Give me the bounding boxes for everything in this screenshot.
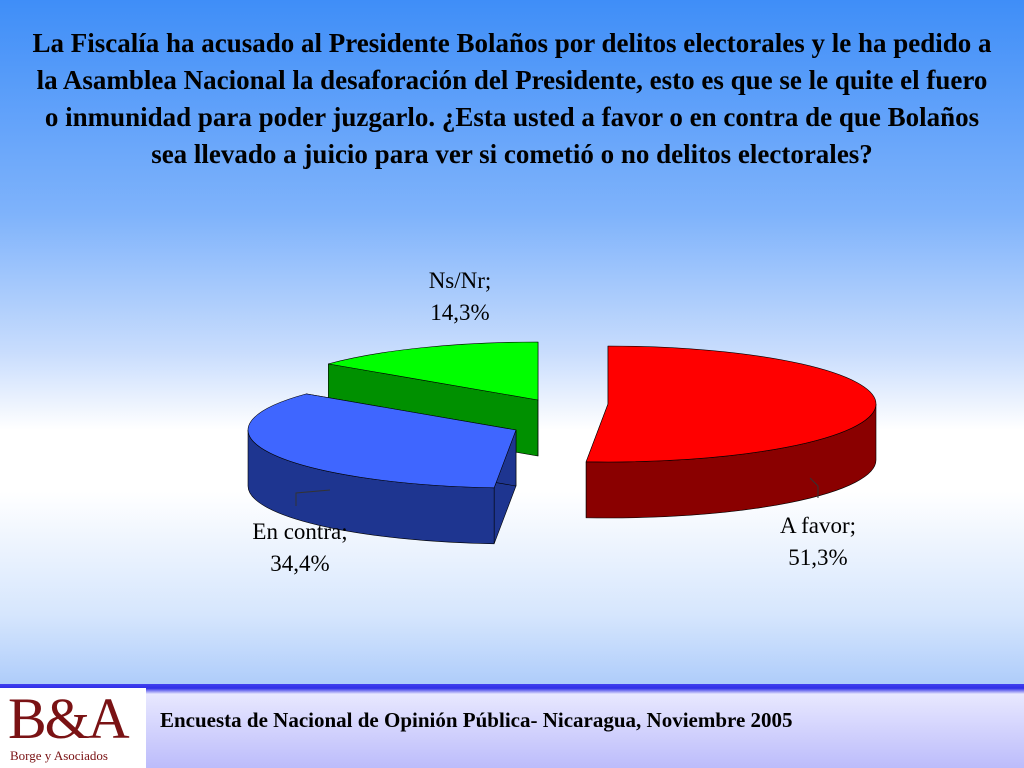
source-note: Encuesta de Nacional de Opinión Pública-… [160, 708, 793, 732]
slice-label-ns-nr: Ns/Nr; 14,3% [400, 265, 520, 329]
pie-slice-en-contra [247, 393, 517, 545]
leader-line-en-contra [295, 489, 331, 506]
pie-slice-a-favor [585, 345, 877, 519]
slice-label-a-favor-value: 51,3% [788, 545, 848, 570]
slice-label-a-favor-name: A favor; [779, 513, 856, 538]
slice-label-ns-nr-name: Ns/Nr; [428, 268, 492, 293]
slice-label-en-contra: En contra; 34,4% [220, 516, 380, 580]
logo-subtext: Borge y Asociados [10, 748, 108, 763]
slice-label-ns-nr-value: 14,3% [430, 300, 490, 325]
pie-chart [247, 341, 877, 545]
company-logo: B&A Borge y Asociados [0, 688, 146, 768]
question-title: La Fiscalía ha acusado al Presidente Bol… [32, 28, 992, 169]
footer-bar [0, 684, 1024, 768]
slice-label-en-contra-name: En contra; [252, 519, 348, 544]
leader-line-a-favor [809, 477, 819, 498]
slice-label-en-contra-value: 34,4% [270, 551, 330, 576]
slice-label-a-favor: A favor; 51,3% [748, 510, 888, 574]
logo-mark: B&A [8, 686, 130, 751]
